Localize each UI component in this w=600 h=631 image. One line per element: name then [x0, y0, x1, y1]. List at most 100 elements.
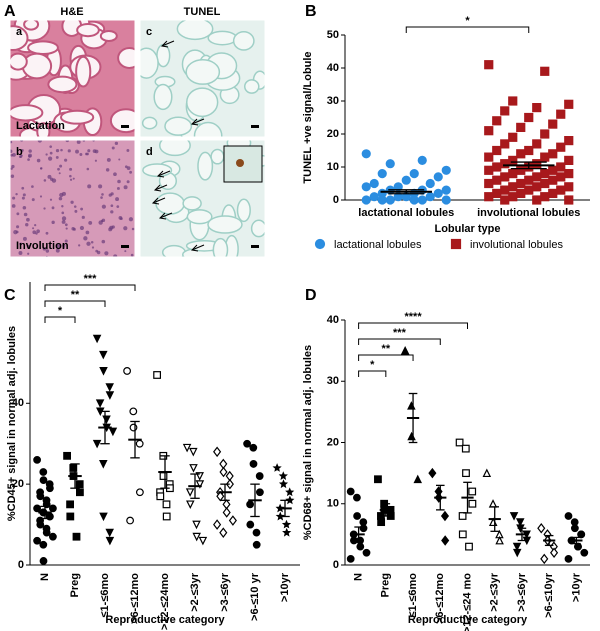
alveolus [76, 23, 100, 38]
nucleus [56, 244, 61, 248]
point [462, 469, 470, 478]
point [564, 169, 574, 179]
arrow [154, 184, 168, 191]
nucleus [32, 227, 35, 230]
nucleus [16, 225, 20, 229]
tile-frame [139, 19, 266, 138]
point [468, 499, 477, 508]
point [66, 512, 75, 521]
nucleus [64, 158, 68, 162]
nucleus [115, 197, 120, 202]
nucleus [20, 154, 23, 157]
point [508, 132, 518, 142]
point [500, 159, 510, 169]
arrow [161, 40, 175, 47]
point [249, 460, 258, 468]
nucleus [101, 239, 106, 244]
point [433, 172, 443, 182]
point [49, 504, 57, 513]
arrow-head [153, 184, 162, 192]
nucleus [113, 172, 117, 177]
point [192, 520, 201, 530]
alveolus [141, 116, 158, 130]
micrograph [9, 19, 136, 138]
tile-frame [139, 139, 266, 258]
y-tick-label: 40 [327, 62, 339, 74]
nucleus [64, 239, 68, 243]
nucleus [36, 229, 40, 234]
point [400, 345, 410, 355]
nucleus [43, 207, 46, 210]
nucleus [75, 149, 79, 154]
point [540, 152, 550, 162]
nucleus [51, 220, 55, 225]
alveolus [186, 87, 219, 118]
arrow-head [190, 244, 199, 252]
scale-bar [121, 245, 129, 248]
error-bar [100, 410, 110, 445]
column-title: H&E [60, 6, 83, 18]
point [99, 367, 108, 376]
significance-bracket [44, 316, 76, 323]
nucleus [118, 216, 123, 220]
point [508, 182, 518, 192]
scale-bar [251, 245, 259, 248]
nucleus [42, 247, 47, 251]
point [540, 192, 550, 202]
y-tick-label: 0 [333, 559, 339, 571]
nucleus [79, 153, 83, 156]
x-tick-label: >12-≤24mo [159, 573, 171, 630]
point [99, 512, 108, 522]
point [524, 175, 534, 185]
point [249, 443, 258, 452]
nucleus [49, 151, 53, 155]
micrograph-content [140, 20, 265, 137]
point [213, 446, 222, 458]
point [39, 557, 48, 565]
nucleus [19, 242, 23, 246]
nucleus [64, 223, 68, 227]
legend-swatch [314, 238, 326, 250]
point [385, 159, 395, 169]
point [550, 547, 559, 559]
arrow-head [190, 118, 199, 126]
error-bar [572, 536, 581, 545]
x-tick-label: >2-≤3yr [189, 572, 201, 611]
arrow [191, 244, 205, 251]
nucleus [123, 226, 128, 231]
nucleus [106, 157, 111, 162]
nucleus [19, 155, 22, 159]
point [508, 169, 518, 179]
alveolus [164, 116, 193, 136]
point [492, 162, 502, 172]
alveolus [156, 43, 171, 68]
point [455, 438, 464, 447]
x-axis-label: Reproductive category [105, 614, 225, 626]
y-axis-label: TUNEL +ve signal/Lobule [302, 51, 314, 183]
point [243, 439, 252, 448]
point [564, 512, 573, 520]
point [246, 500, 255, 509]
y-tick-label: 30 [327, 95, 339, 107]
point [361, 195, 371, 205]
point [159, 472, 168, 480]
y-tick-label: 50 [327, 29, 339, 41]
point [500, 106, 510, 116]
point [105, 528, 114, 538]
point [548, 188, 558, 198]
nucleus [18, 251, 23, 255]
nucleus [39, 195, 43, 198]
nucleus [76, 140, 81, 144]
point [72, 532, 81, 541]
point [63, 451, 71, 460]
scale-bar [251, 125, 259, 128]
significance-label: **** [404, 311, 422, 323]
alveolus [232, 30, 255, 51]
tile-caption: Involution [16, 240, 69, 252]
point [548, 119, 558, 129]
nucleus [22, 193, 26, 197]
point [540, 66, 550, 76]
point [564, 99, 574, 109]
point [285, 495, 295, 505]
x-tick-label: ≤1-≤6mo [99, 573, 111, 618]
